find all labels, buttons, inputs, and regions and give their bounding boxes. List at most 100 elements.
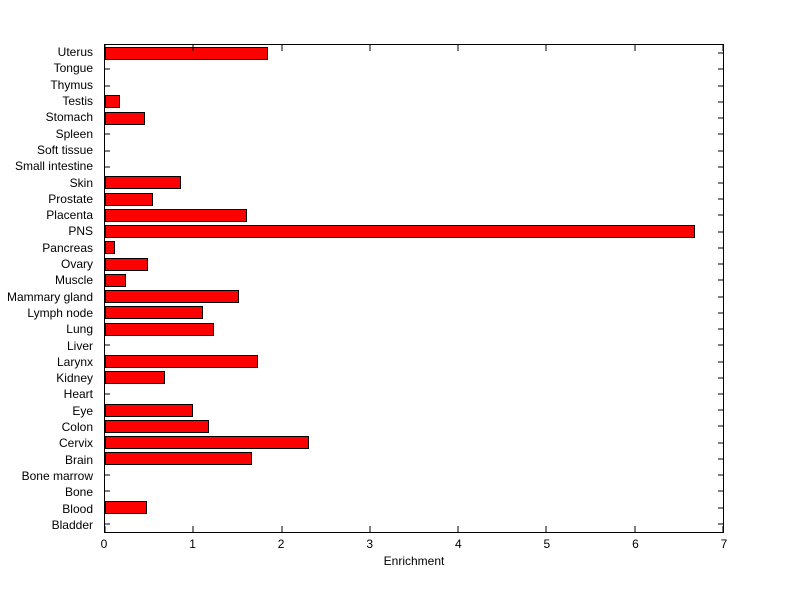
x-axis-tick bbox=[634, 526, 636, 532]
category-label-bone-marrow: Bone marrow bbox=[21, 468, 93, 483]
x-axis-tick bbox=[369, 526, 371, 532]
x-axis-tick bbox=[722, 45, 724, 51]
bar-uterus bbox=[105, 46, 269, 60]
category-label-cervix: Cervix bbox=[58, 436, 93, 451]
category-label-bone: Bone bbox=[64, 485, 93, 500]
bar-kidney bbox=[105, 371, 166, 385]
x-axis-tick bbox=[457, 45, 459, 51]
y-axis-tick bbox=[105, 150, 110, 152]
bar-pancreas bbox=[105, 241, 115, 255]
category-label-thymus: Thymus bbox=[50, 77, 93, 92]
x-axis-tick-label-5: 5 bbox=[543, 537, 551, 551]
category-label-heart: Heart bbox=[63, 387, 93, 402]
y-axis-tick bbox=[105, 133, 110, 135]
bar-larynx bbox=[105, 355, 258, 369]
category-label-ovary: Ovary bbox=[60, 257, 93, 272]
y-axis-tick bbox=[718, 247, 723, 249]
y-axis-tick bbox=[718, 214, 723, 216]
category-label-prostate: Prostate bbox=[48, 191, 93, 206]
category-label-pns: PNS bbox=[68, 224, 93, 239]
bar-skin bbox=[105, 176, 181, 190]
category-label-mammary-gland: Mammary gland bbox=[6, 289, 93, 304]
y-axis-tick bbox=[718, 328, 723, 330]
y-axis-tick bbox=[718, 85, 723, 87]
y-axis-tick bbox=[718, 344, 723, 346]
y-axis-tick bbox=[105, 85, 110, 87]
x-axis-tick bbox=[281, 45, 283, 51]
category-label-testis: Testis bbox=[62, 94, 93, 109]
y-axis-tick bbox=[718, 377, 723, 379]
category-label-lymph-node: Lymph node bbox=[27, 305, 93, 320]
x-axis-tick bbox=[457, 526, 459, 532]
y-axis-tick bbox=[105, 474, 110, 476]
category-label-uterus: Uterus bbox=[57, 45, 93, 60]
y-axis-tick bbox=[105, 166, 110, 168]
bar-brain bbox=[105, 452, 253, 466]
y-axis-tick bbox=[718, 198, 723, 200]
x-axis-tick bbox=[104, 45, 106, 51]
y-axis-tick bbox=[105, 68, 110, 70]
y-axis-tick bbox=[718, 263, 723, 265]
plot-area bbox=[104, 44, 724, 533]
bar-muscle bbox=[105, 273, 127, 287]
y-axis-tick bbox=[718, 474, 723, 476]
bar-lymph-node bbox=[105, 306, 203, 320]
bar-lung bbox=[105, 322, 215, 336]
x-axis-tick-label-0: 0 bbox=[100, 537, 108, 551]
category-label-liver: Liver bbox=[66, 338, 93, 353]
y-axis-tick bbox=[718, 490, 723, 492]
y-axis-tick bbox=[105, 344, 110, 346]
y-axis-tick bbox=[718, 442, 723, 444]
category-label-lung: Lung bbox=[66, 322, 93, 337]
y-axis-tick bbox=[718, 166, 723, 168]
category-label-eye: Eye bbox=[72, 403, 93, 418]
y-axis-tick bbox=[718, 101, 723, 103]
x-axis-tick bbox=[369, 45, 371, 51]
y-axis-tick bbox=[718, 312, 723, 314]
x-axis-tick bbox=[281, 526, 283, 532]
y-axis-tick bbox=[718, 523, 723, 525]
category-label-pancreas: Pancreas bbox=[42, 240, 93, 255]
category-label-small-intestine: Small intestine bbox=[14, 159, 93, 174]
y-axis-tick bbox=[718, 52, 723, 54]
x-axis-tick-label-1: 1 bbox=[189, 537, 196, 551]
category-label-stomach: Stomach bbox=[45, 110, 93, 125]
y-axis-category-labels: Uterus Tongue Thymus Testis Stomach Spleen Sof… bbox=[0, 44, 98, 533]
x-axis-tick bbox=[192, 526, 194, 532]
y-axis-tick bbox=[718, 425, 723, 427]
y-axis-tick bbox=[718, 231, 723, 233]
category-label-spleen: Spleen bbox=[55, 126, 93, 141]
y-axis-tick bbox=[718, 393, 723, 395]
category-label-skin: Skin bbox=[69, 175, 93, 190]
y-axis-tick bbox=[105, 490, 110, 492]
y-axis-tick bbox=[718, 117, 723, 119]
y-axis-tick bbox=[718, 279, 723, 281]
y-axis-tick bbox=[718, 409, 723, 411]
y-axis-tick bbox=[718, 68, 723, 70]
x-axis-tick bbox=[545, 526, 547, 532]
y-axis-tick bbox=[105, 393, 110, 395]
bar-stomach bbox=[105, 111, 145, 125]
y-axis-tick bbox=[718, 458, 723, 460]
bar-testis bbox=[105, 95, 120, 109]
x-axis-tick bbox=[634, 45, 636, 51]
y-axis-tick bbox=[105, 523, 110, 525]
category-label-kidney: Kidney bbox=[56, 371, 93, 386]
y-axis-tick bbox=[718, 182, 723, 184]
x-axis-title: Enrichment bbox=[383, 554, 445, 568]
x-axis-tick-label-6: 6 bbox=[632, 537, 639, 551]
category-label-colon: Colon bbox=[61, 420, 93, 435]
bar-mammary-gland bbox=[105, 290, 240, 304]
category-label-bladder: Bladder bbox=[51, 517, 93, 532]
x-axis-tick-label-4: 4 bbox=[454, 537, 462, 551]
y-axis-tick bbox=[718, 296, 723, 298]
bar-eye bbox=[105, 403, 194, 417]
category-label-tongue: Tongue bbox=[53, 61, 93, 76]
category-label-placenta: Placenta bbox=[46, 208, 93, 223]
bar-placenta bbox=[105, 208, 248, 222]
bar-colon bbox=[105, 419, 210, 433]
x-axis-tick bbox=[722, 526, 724, 532]
bar-cervix bbox=[105, 436, 309, 450]
x-axis-tick-label-2: 2 bbox=[277, 537, 285, 551]
